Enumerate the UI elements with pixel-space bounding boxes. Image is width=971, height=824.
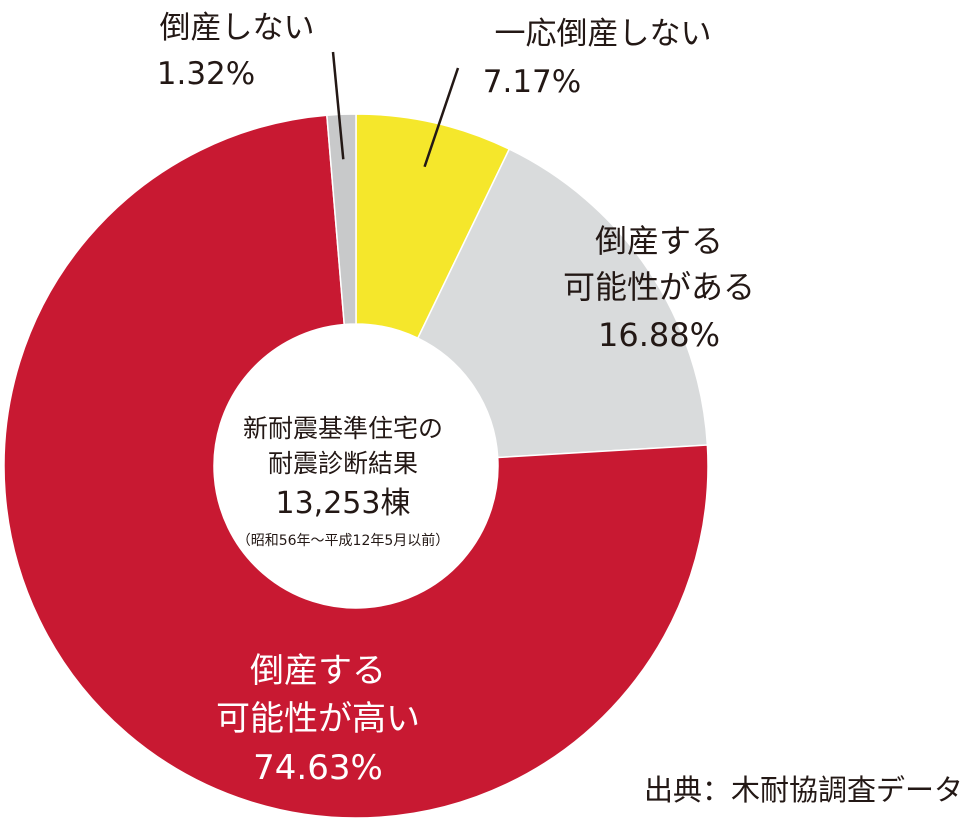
center-text: 新耐震基準住宅の 耐震診断結果 13,253棟 （昭和56年〜平成12年5月以前…	[237, 414, 450, 549]
slice-label-tousan-suru-kanousei-ga-takai: 倒産する 可能性が高い 74.63%	[216, 651, 420, 788]
slice-label-text: 一応倒産しない	[495, 16, 712, 52]
slice-value-text: 16.88%	[598, 316, 720, 354]
slice-value-text: 74.63%	[253, 748, 383, 788]
donut-slice-2	[3, 114, 709, 819]
donut-slice-3	[326, 113, 357, 326]
slice-label-tousan-shinai: 倒産しない 1.32%	[157, 10, 315, 92]
slice-label-text: 倒産する	[595, 222, 723, 260]
slice-label-text: 倒産する	[250, 651, 386, 691]
leader-line-tousan-shinai	[331, 51, 345, 160]
slice-value-text: 7.17%	[483, 64, 581, 100]
leader-line-ichiou-tousan-shinai	[423, 67, 460, 168]
leader-lines-group	[331, 51, 460, 168]
slice-label-tousan-suru-kanousei-ga-aru: 倒産する 可能性がある 16.88%	[563, 222, 755, 354]
slice-label-text: 可能性が高い	[216, 699, 420, 739]
center-title-line-2: 耐震診断結果	[268, 449, 418, 478]
center-title-line-1: 新耐震基準住宅の	[243, 414, 443, 443]
donut-slice-1	[416, 148, 709, 459]
source-note: 出典：木耐協調査データ	[644, 773, 963, 807]
slices-group	[3, 113, 709, 819]
center-period-note: （昭和56年〜平成12年5月以前）	[237, 532, 450, 549]
slice-label-text: 倒産しない	[160, 10, 315, 46]
slice-label-text: 可能性がある	[563, 268, 755, 306]
slice-label-ichiou-tousan-shinai: 一応倒産しない 7.17%	[483, 16, 712, 100]
center-total-count: 13,253棟	[276, 486, 411, 521]
slice-value-text: 1.32%	[157, 56, 255, 92]
